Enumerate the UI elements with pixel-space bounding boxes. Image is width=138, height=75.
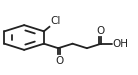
- Text: O: O: [96, 26, 104, 36]
- Text: Cl: Cl: [50, 16, 60, 26]
- Text: O: O: [55, 56, 63, 66]
- Text: OH: OH: [112, 39, 128, 49]
